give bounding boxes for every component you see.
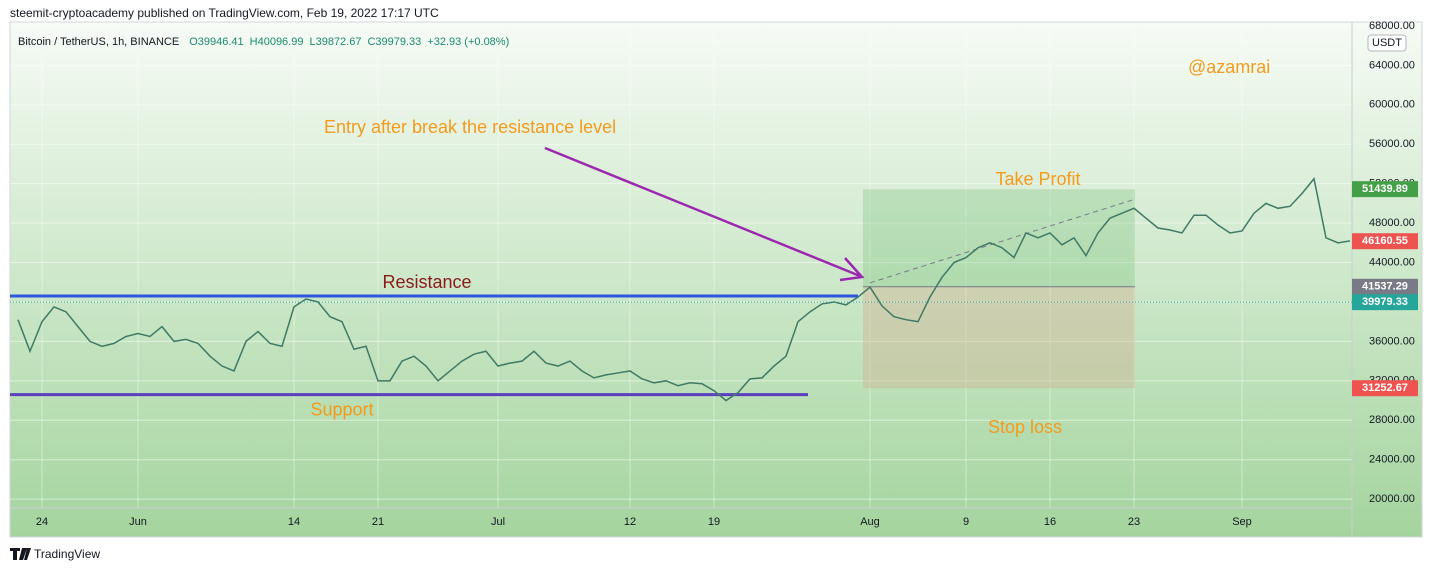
- y-tick-label: 60000.00: [1369, 99, 1415, 111]
- publisher: steemit-cryptoacademy published on Tradi…: [10, 6, 439, 20]
- axes: 20000.0024000.0028000.0032000.0036000.00…: [36, 20, 1418, 528]
- open: O39946.41: [189, 36, 243, 48]
- price-tag: [1352, 181, 1418, 198]
- logo: [10, 548, 31, 560]
- x-tick-label: Jun: [129, 516, 147, 528]
- loss-zone: [863, 286, 1135, 389]
- y-tick-label: 24000.00: [1369, 454, 1415, 466]
- price-tag-label: 41537.29: [1362, 281, 1408, 293]
- price-tag: [1352, 233, 1418, 250]
- x-tick-label: 14: [288, 516, 300, 528]
- x-tick-label: Aug: [860, 516, 880, 528]
- price-tag: [1352, 380, 1418, 397]
- price-tag-label: 46160.55: [1362, 235, 1408, 247]
- price-line: [17, 177, 1351, 402]
- x-tick-label: Sep: [1232, 516, 1252, 528]
- y-tick-label: 64000.00: [1369, 59, 1415, 71]
- price-tag: [1352, 278, 1418, 295]
- currency[interactable]: USDT: [1372, 37, 1402, 49]
- y-tick-label: 56000.00: [1369, 138, 1415, 150]
- entry-note: Entry after break the resistance level: [324, 117, 616, 137]
- x-tick-label: 23: [1128, 516, 1140, 528]
- x-tick-label: 21: [372, 516, 384, 528]
- symbol: Bitcoin / TetherUS, 1h, BINANCE O39946.41…: [18, 36, 509, 48]
- brand: TradingView: [34, 547, 100, 561]
- x-tick-label: 24: [36, 516, 48, 528]
- price-tag: [1352, 294, 1418, 311]
- x-tick-label: Jul: [491, 516, 505, 528]
- y-tick-label: 44000.00: [1369, 256, 1415, 268]
- profit-zone: [863, 189, 1135, 287]
- price-tag-label: 51439.89: [1362, 183, 1408, 195]
- x-tick-label: 12: [624, 516, 636, 528]
- high: H40096.99: [250, 36, 304, 48]
- y-tick-label: 28000.00: [1369, 414, 1415, 426]
- y-tick-label: 20000.00: [1369, 493, 1415, 505]
- author: @azamrai: [1188, 57, 1270, 77]
- close: C39979.33: [367, 36, 421, 48]
- x-tick-label: 19: [708, 516, 720, 528]
- stop-loss-label: Stop loss: [988, 417, 1062, 437]
- take-profit-label: Take Profit: [995, 169, 1080, 189]
- low: L39872.67: [309, 36, 361, 48]
- change: +32.93 (+0.08%): [427, 36, 509, 48]
- x-tick-label: 16: [1044, 516, 1056, 528]
- entry-arrow: [544, 146, 865, 282]
- x-tick-label: 9: [963, 516, 969, 528]
- trend-line: [869, 198, 1136, 284]
- level-label: Resistance: [382, 272, 471, 292]
- symbol-name: Bitcoin / TetherUS, 1h, BINANCE: [18, 36, 179, 48]
- y-tick-label: 68000.00: [1369, 20, 1415, 32]
- chart-background: [9, 21, 1423, 538]
- price-tag-label: 39979.33: [1362, 296, 1408, 308]
- plot: Resistance Support: [10, 177, 1352, 419]
- level-label: Support: [310, 399, 373, 419]
- price-tag-label: 31252.67: [1362, 382, 1408, 394]
- grid: [10, 22, 1352, 508]
- y-tick-label: 36000.00: [1369, 335, 1415, 347]
- y-tick-label: 48000.00: [1369, 217, 1415, 229]
- currency-box[interactable]: [1367, 34, 1407, 52]
